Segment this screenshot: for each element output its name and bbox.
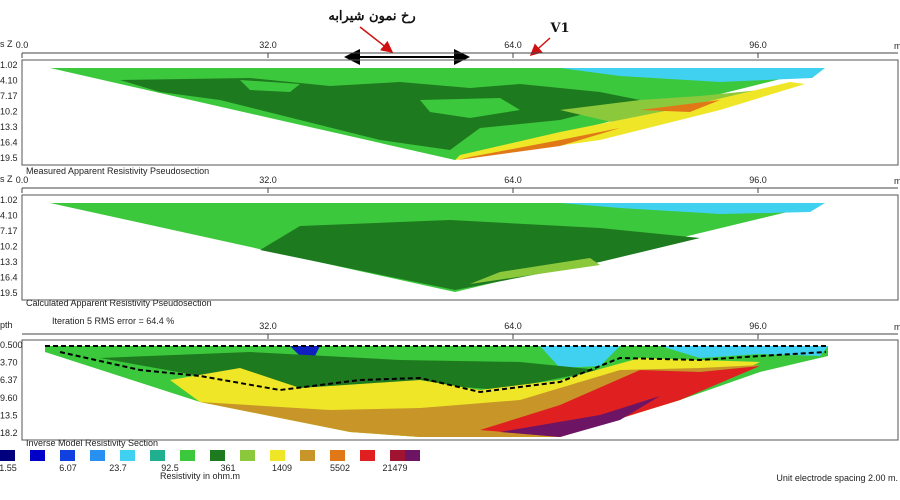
region: [470, 258, 600, 284]
x-tick-label: 0.0: [16, 40, 29, 50]
axis-label: s Z: [0, 39, 13, 49]
region: [560, 203, 825, 214]
x-tick-label: 64.0: [504, 321, 522, 331]
annotation-text: رخ نمون شیرابه: [328, 9, 415, 24]
region: [660, 346, 828, 358]
color-box: [0, 450, 15, 461]
y-tick-label: 10.2: [0, 242, 18, 252]
y-tick-label: 1.02: [0, 195, 18, 205]
legend-label: 1409: [272, 463, 292, 473]
legend-label: 23.7: [109, 463, 127, 473]
legend-label: 21479: [382, 463, 407, 473]
x-tick-label: 0.0: [16, 175, 29, 185]
y-tick-label: 19.5: [0, 153, 18, 163]
y-tick-label: 4.10: [0, 211, 18, 221]
y-tick-label: 10.2: [0, 107, 18, 117]
legend-caption: Resistivity in ohm.m: [160, 471, 240, 481]
color-box: [240, 450, 255, 461]
y-tick-label: 16.4: [0, 273, 18, 283]
region: [560, 90, 760, 124]
boundary-line: [59, 351, 827, 394]
y-tick-label: 7.17: [0, 226, 18, 236]
x-tick-label: 96.0: [749, 40, 767, 50]
panel-frame: [21, 339, 899, 441]
y-tick-label: 13.5: [0, 410, 18, 420]
y-tick-label: 13.3: [0, 257, 18, 267]
x-tick-label: 32.0: [259, 321, 277, 331]
panel-title: Inverse Model Resistivity Section: [26, 438, 158, 448]
y-tick-label: 1.02: [0, 60, 18, 70]
y-tick-label: 9.60: [0, 393, 18, 403]
y-tick-label: 18.2: [0, 428, 18, 438]
x-tick-label: 32.0: [259, 40, 277, 50]
color-box: [360, 450, 375, 461]
legend-label: 1.55: [0, 463, 17, 473]
region: [420, 98, 520, 118]
color-box: [405, 450, 420, 461]
panel-frame: [21, 59, 899, 166]
color-box: [180, 450, 195, 461]
x-tick-label: 64.0: [504, 175, 522, 185]
color-box: [150, 450, 165, 461]
y-tick-label: 19.5: [0, 288, 18, 298]
legend-label: 5502: [330, 463, 350, 473]
measured-section: [21, 59, 899, 166]
y-tick-label: 0.500: [0, 340, 23, 350]
panel-frame: [21, 194, 899, 301]
annotation-text: V1: [549, 21, 569, 36]
region: [458, 128, 620, 160]
color-box: [210, 450, 225, 461]
panel-title: Calculated Apparent Resistivity Pseudose…: [26, 298, 212, 308]
x-tick-label: 96.0: [749, 321, 767, 331]
x-tick-label: 64.0: [504, 40, 522, 50]
color-box: [120, 450, 135, 461]
region: [260, 220, 700, 290]
color-box: [60, 450, 75, 461]
region: [500, 396, 660, 437]
region: [540, 346, 620, 368]
color-box: [90, 450, 105, 461]
region: [480, 366, 760, 437]
legend-label: 6.07: [59, 463, 77, 473]
y-tick-label: 3.70: [0, 358, 18, 368]
y-tick-label: 7.17: [0, 91, 18, 101]
region: [100, 352, 600, 390]
region: [240, 80, 300, 92]
x-unit: m: [894, 176, 900, 186]
color-box: [330, 450, 345, 461]
inverse-section: [21, 339, 899, 441]
footer-text: Unit electrode spacing 2.00 m.: [776, 473, 898, 483]
color-box: [270, 450, 285, 461]
region: [455, 82, 805, 160]
y-tick-label: 6.37: [0, 375, 18, 385]
legend-label: 92.5: [161, 463, 179, 473]
x-unit: m: [894, 322, 900, 332]
x-tick-label: 32.0: [259, 175, 277, 185]
axis-label: pth: [0, 320, 13, 330]
x-unit: m: [894, 41, 900, 51]
color-box: [300, 450, 315, 461]
axis-label: s Z: [0, 174, 13, 184]
y-tick-label: 13.3: [0, 122, 18, 132]
y-tick-label: 4.10: [0, 76, 18, 86]
color-box: [30, 450, 45, 461]
annotation-arrow: [359, 26, 394, 53]
panel-title: Measured Apparent Resistivity Pseudosect…: [26, 166, 209, 176]
panel-note: Iteration 5 RMS error = 64.4 %: [52, 316, 174, 326]
region: [120, 78, 640, 150]
annotation-arrow: [529, 37, 551, 57]
color-box: [390, 450, 405, 461]
region: [560, 68, 825, 82]
x-tick-label: 96.0: [749, 175, 767, 185]
legend-label: 361: [220, 463, 235, 473]
calculated-section: [21, 194, 899, 301]
color-scale: [0, 450, 420, 461]
region: [640, 100, 720, 112]
y-tick-label: 16.4: [0, 138, 18, 148]
